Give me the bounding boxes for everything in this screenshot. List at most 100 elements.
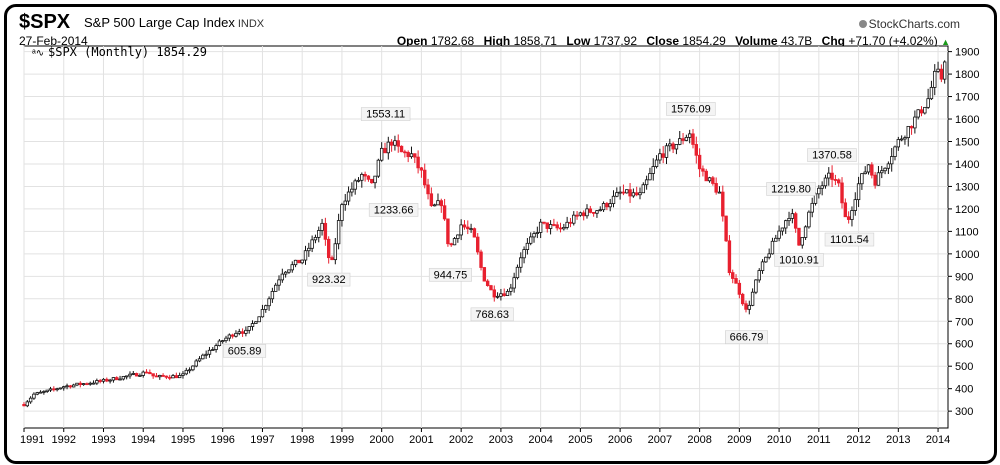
- candle-body: [277, 279, 281, 286]
- brand[interactable]: StockCharts.com: [858, 17, 960, 31]
- close-label: Close: [646, 34, 680, 48]
- candle: [363, 171, 367, 182]
- ohlc-summary: Open 1782.68 High 1858.71 Low 1737.92 Cl…: [397, 34, 950, 48]
- y-tick-label: 1000: [955, 249, 979, 261]
- candle: [800, 237, 804, 249]
- x-tick-label: 2007: [648, 434, 672, 446]
- candle: [644, 175, 649, 190]
- candle-body: [432, 204, 437, 207]
- candle: [224, 335, 228, 343]
- candle-body: [174, 375, 179, 379]
- candle: [134, 372, 139, 377]
- annotation-label: 1101.54: [824, 232, 875, 247]
- candle: [731, 269, 735, 284]
- candle: [740, 292, 745, 306]
- candle-body: [820, 185, 824, 189]
- candle-body: [515, 266, 520, 279]
- candle-body: [393, 140, 397, 146]
- candle-body: [356, 179, 361, 182]
- candle-body: [472, 228, 477, 238]
- x-tick-label: 2013: [886, 434, 910, 446]
- candle: [439, 198, 443, 213]
- candle: [714, 177, 718, 195]
- candle: [442, 198, 447, 221]
- candle: [502, 288, 506, 297]
- annotation-box: [824, 232, 875, 247]
- candle-body: [293, 259, 298, 266]
- candle: [254, 321, 258, 324]
- quote-date: 27-Feb-2014: [19, 34, 88, 48]
- candle: [548, 220, 553, 235]
- candle-body: [787, 217, 791, 222]
- candle-body: [128, 373, 132, 377]
- annotation-label: 1553.11: [360, 107, 411, 121]
- candle-body: [55, 388, 59, 391]
- candle-body: [419, 167, 424, 171]
- annotation-text: 944.75: [434, 269, 468, 281]
- candle: [515, 264, 520, 280]
- candle-body: [664, 145, 669, 158]
- symbol[interactable]: $SPX: [19, 11, 71, 33]
- candle-body: [750, 291, 755, 306]
- candle-body: [687, 133, 692, 138]
- candle-body: [505, 290, 510, 296]
- candle-body: [595, 210, 599, 214]
- x-tick-label: 1992: [51, 434, 75, 446]
- candle: [71, 383, 76, 388]
- candle: [754, 279, 758, 295]
- candle-body: [267, 298, 271, 307]
- candle-body: [240, 331, 245, 334]
- candle-body: [75, 382, 79, 386]
- y-tick-label: 1100: [955, 226, 979, 238]
- candle: [618, 186, 622, 200]
- x-tick-label: 2006: [608, 434, 632, 446]
- candle-body: [105, 378, 109, 382]
- candle: [466, 220, 470, 235]
- candle-body: [257, 316, 261, 323]
- brand-logo-icon: [858, 20, 867, 28]
- candle: [154, 372, 159, 378]
- candle: [747, 300, 751, 315]
- candle-body: [823, 177, 828, 187]
- open-label: Open: [396, 34, 428, 48]
- annotation-box: [725, 330, 769, 345]
- candle-body: [704, 170, 708, 182]
- y-tick-label: 1200: [955, 204, 979, 216]
- candle: [22, 402, 26, 407]
- candle: [721, 185, 725, 222]
- candle: [340, 202, 344, 227]
- candle-body: [754, 279, 758, 293]
- candle: [118, 375, 122, 381]
- candle: [164, 375, 169, 380]
- candle-body: [426, 184, 430, 195]
- up-arrow-icon: ▲: [941, 37, 950, 47]
- candle: [903, 135, 907, 145]
- candle: [406, 150, 410, 163]
- y-tick-label: 1900: [955, 47, 979, 59]
- candle-body: [207, 349, 212, 355]
- candle: [572, 211, 576, 226]
- candle-body: [373, 175, 377, 184]
- candle: [370, 178, 374, 184]
- candle: [300, 259, 304, 265]
- annotation-text: 923.32: [312, 274, 346, 286]
- candle-body: [456, 234, 460, 239]
- candle: [111, 377, 116, 383]
- candle-body: [714, 183, 718, 193]
- candle: [221, 339, 225, 344]
- candle-body: [565, 221, 569, 228]
- candle-body: [221, 340, 225, 343]
- candle-body: [876, 172, 881, 186]
- candle-body: [197, 358, 202, 362]
- candle: [403, 149, 407, 158]
- candle-body: [38, 391, 43, 394]
- candle-body: [810, 202, 814, 213]
- candle-body: [85, 383, 89, 385]
- candle-body: [439, 200, 443, 207]
- candle: [204, 350, 208, 359]
- candle: [538, 218, 543, 239]
- candle: [866, 164, 871, 175]
- candle: [681, 133, 685, 145]
- candle-body: [916, 109, 920, 118]
